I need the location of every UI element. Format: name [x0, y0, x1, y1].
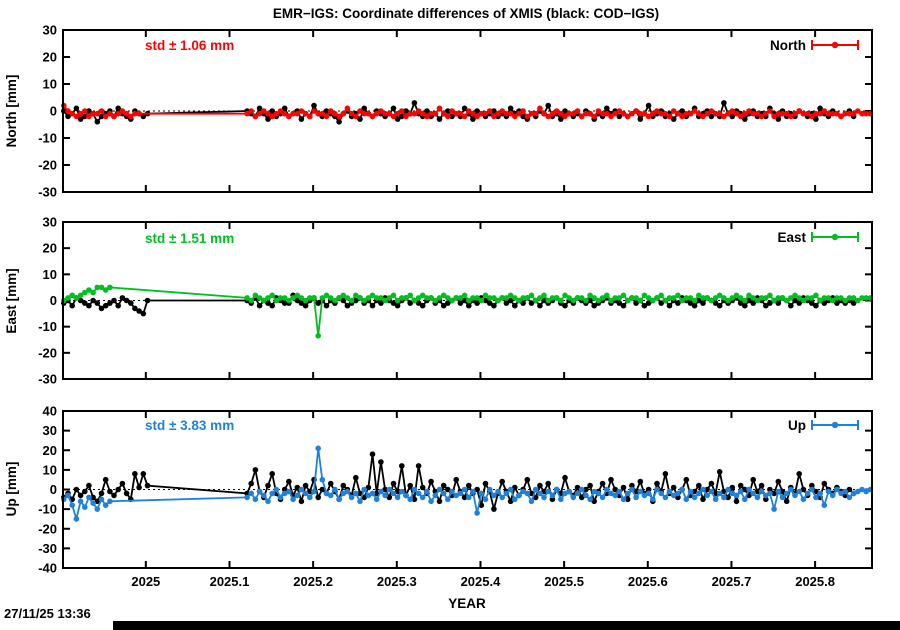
y-tick-label: 20	[43, 443, 57, 458]
y-tick-label: -40	[38, 561, 57, 576]
y-tick-label: -10	[38, 131, 57, 146]
x-tick-label: 2025.8	[795, 574, 835, 589]
y-tick-label: 30	[43, 423, 57, 438]
x-tick-label: 2025.2	[293, 574, 333, 589]
x-tick-label: 2025.6	[628, 574, 668, 589]
y-tick-label: 10	[43, 462, 57, 477]
up-axis-title: Up [mm]	[4, 462, 19, 517]
y-tick-label: 20	[43, 50, 57, 65]
x-tick-label: 2025	[131, 574, 160, 589]
y-tick-label: 40	[43, 404, 57, 419]
north-axis-title: North [mm]	[4, 75, 19, 148]
figure-title: EMR−IGS: Coordinate differences of XMIS …	[273, 6, 659, 21]
east-axis-title: East [mm]	[4, 268, 19, 333]
x-tick-label: 2025.5	[544, 574, 584, 589]
up-legend-label: Up	[788, 418, 806, 433]
y-tick-label: -30	[38, 185, 57, 200]
x-tick-label: 2025.4	[461, 574, 502, 589]
y-tick-label: 10	[43, 267, 57, 282]
x-tick-label: 2025.1	[210, 574, 250, 589]
up-std-label: std ± 3.83 mm	[145, 418, 234, 433]
y-tick-label: 30	[43, 215, 57, 230]
y-tick-label: -10	[38, 319, 57, 334]
y-tick-label: 0	[50, 104, 57, 119]
y-tick-label: 30	[43, 23, 57, 38]
y-tick-label: -30	[38, 372, 57, 387]
chart-graphics-layer: 30 20 10 0 -10 -20 -30 30 20 10 0 -10 -20 -30 40 30 20 10…	[38, 23, 874, 589]
east-std-label: std ± 1.51 mm	[145, 231, 234, 246]
y-tick-label: -20	[38, 521, 57, 536]
y-tick-label: -30	[38, 541, 57, 556]
y-tick-label: -20	[38, 158, 57, 173]
y-tick-label: 0	[50, 293, 57, 308]
x-tick-label: 2025.7	[712, 574, 752, 589]
y-tick-label: 10	[43, 77, 57, 92]
x-tick-label: 2025.3	[377, 574, 417, 589]
north-legend-label: North	[770, 38, 806, 53]
y-tick-label: -20	[38, 345, 57, 360]
y-tick-label: 0	[50, 482, 57, 497]
x-axis-title: YEAR	[448, 596, 486, 611]
north-std-label: std ± 1.06 mm	[145, 38, 234, 53]
east-legend-label: East	[777, 230, 806, 245]
y-tick-label: -10	[38, 502, 57, 517]
plot-timestamp: 27/11/25 13:36	[4, 606, 91, 621]
bottom-bar	[113, 621, 900, 630]
y-tick-label: 20	[43, 241, 57, 256]
